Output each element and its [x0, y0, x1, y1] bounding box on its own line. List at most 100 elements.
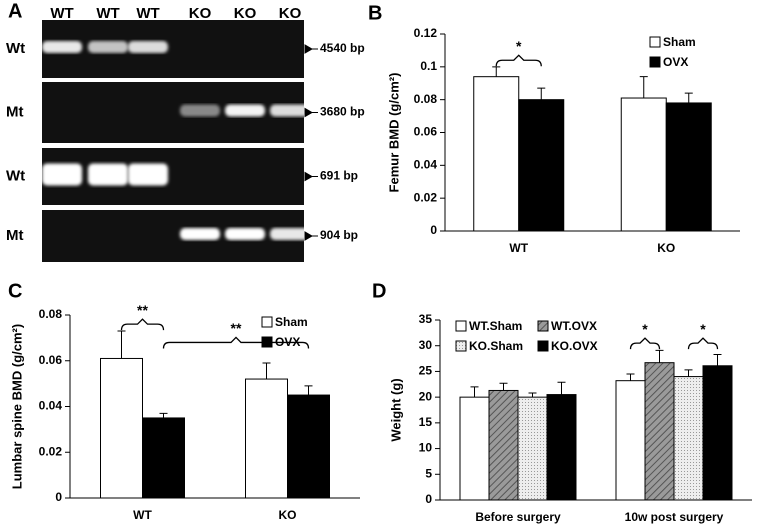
error-bar [499, 382, 508, 391]
legend-swatch [261, 316, 273, 328]
y-tick-label: 0.04 [39, 399, 63, 413]
bar [517, 396, 548, 501]
error-bar [528, 392, 537, 398]
gel-band [180, 104, 220, 117]
bar [142, 417, 185, 499]
error-bar [639, 76, 648, 99]
lane-label: KO [234, 5, 257, 22]
y-tick-label: 0 [430, 223, 437, 237]
bracket [495, 54, 542, 67]
legend-label: KO.Sham [469, 339, 523, 353]
legend-swatch [537, 340, 549, 352]
y-tick-label: 0 [425, 492, 432, 506]
bar [673, 376, 704, 501]
error-bar [470, 386, 479, 398]
gel-band [225, 104, 265, 117]
gel-image [42, 20, 304, 78]
legend-swatch [537, 320, 549, 332]
gel-band [128, 163, 168, 186]
bar [100, 357, 143, 499]
row-label: Wt [6, 40, 25, 57]
error-bar [262, 362, 271, 380]
lane-label: KO [279, 5, 302, 22]
legend-swatch [455, 340, 467, 352]
error-bar [159, 412, 168, 418]
annotation: ** [137, 302, 148, 318]
band-size: 3680 bp [320, 105, 365, 119]
arrow [304, 44, 318, 54]
bracket [162, 336, 310, 349]
error-bar [117, 330, 126, 359]
band-size: 904 bp [320, 228, 358, 242]
y-tick-label: 5 [425, 466, 432, 480]
y-axis-label: Lumbar spine BMD (g/cm²) [9, 324, 24, 489]
y-tick-label: 0.06 [39, 353, 63, 367]
lane-label: WT [50, 5, 73, 22]
y-tick-label: 0.08 [39, 307, 63, 321]
y-tick-label: 10 [419, 441, 433, 455]
bracket [120, 318, 165, 331]
error-bar [626, 373, 635, 381]
bar [473, 76, 520, 232]
panel-label: C [8, 280, 22, 302]
bar [287, 394, 330, 499]
band-size: 691 bp [320, 169, 358, 183]
x-tick-label: WT [133, 508, 152, 522]
y-tick-label: 0.02 [414, 190, 438, 204]
row-label: Mt [6, 103, 24, 120]
lane-label: WT [136, 5, 159, 22]
arrow [304, 107, 318, 118]
annotation: * [700, 321, 706, 337]
bar [702, 365, 733, 501]
bar [620, 97, 667, 232]
y-tick-label: 25 [419, 364, 433, 378]
error-bar [684, 369, 693, 377]
y-tick-label: 15 [419, 415, 433, 429]
legend-label: Sham [663, 35, 696, 49]
gel-band [180, 228, 220, 240]
error-bar [684, 92, 693, 103]
bar [615, 380, 646, 501]
error-bar [557, 381, 566, 395]
legend-swatch [455, 320, 467, 332]
error-bar [304, 385, 313, 396]
bar [644, 362, 675, 501]
annotation: * [516, 38, 522, 54]
y-tick-label: 0.1 [420, 59, 437, 73]
error-bar [655, 349, 664, 363]
legend-label: WT.OVX [551, 319, 597, 333]
bar [459, 396, 490, 501]
gel-image [42, 148, 304, 205]
gel-band [88, 163, 128, 186]
gel-band [225, 228, 265, 240]
y-axis-label: Femur BMD (g/cm²) [386, 73, 401, 193]
legend-label: KO.OVX [551, 339, 598, 353]
legend-swatch [649, 36, 661, 48]
gel-band [42, 41, 82, 53]
arrow [304, 231, 318, 241]
lane-label: KO [189, 5, 212, 22]
y-tick-label: 0.04 [414, 158, 438, 172]
y-tick-label: 20 [419, 389, 433, 403]
gel-band [270, 228, 310, 240]
bar [518, 99, 565, 232]
legend-label: OVX [663, 55, 688, 69]
y-tick-label: 0.08 [414, 92, 438, 106]
legend-label: WT.Sham [469, 319, 522, 333]
y-axis-label: Weight (g) [388, 378, 403, 441]
annotation: * [642, 321, 648, 337]
x-tick-label: KO [279, 508, 297, 522]
x-tick-label: Before surgery [475, 510, 561, 524]
legend-swatch [649, 56, 661, 68]
bracket [629, 337, 661, 350]
gel-band [42, 163, 82, 186]
x-tick-label: KO [657, 241, 675, 255]
panel-label: A [8, 0, 22, 22]
error-bar [492, 66, 501, 77]
bar [488, 389, 519, 501]
bar [245, 378, 288, 499]
x-tick-label: 10w post surgery [625, 510, 724, 524]
y-tick-label: 0.02 [39, 444, 63, 458]
row-label: Wt [6, 167, 25, 184]
